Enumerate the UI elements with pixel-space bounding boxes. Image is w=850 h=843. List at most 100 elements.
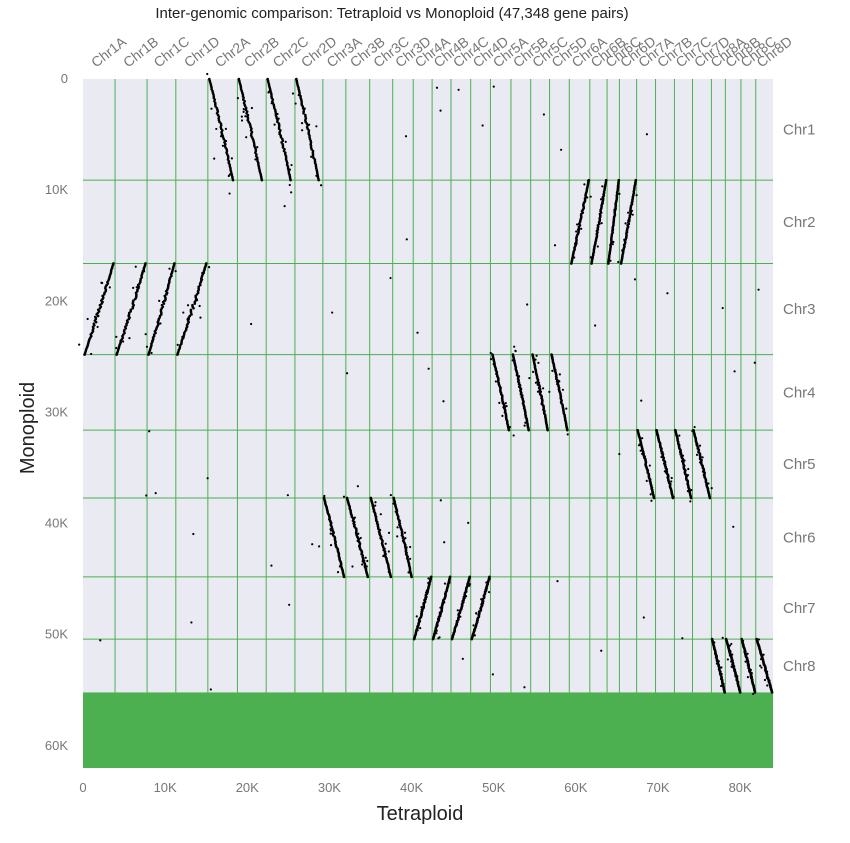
gene-pair-point — [618, 192, 621, 195]
gene-pair-point — [189, 308, 193, 312]
gene-pair-point — [542, 113, 546, 116]
gene-pair-point — [336, 570, 340, 574]
gene-pair-point — [475, 612, 478, 615]
gene-pair-point — [589, 256, 592, 259]
gene-pair-point — [387, 531, 391, 534]
gene-pair-point — [639, 442, 642, 445]
gene-pair-point — [108, 286, 111, 289]
gene-pair-point — [303, 107, 306, 110]
y-chromosome-label: Chr5 — [783, 456, 816, 473]
gene-pair-point — [492, 85, 495, 88]
gene-pair-point — [168, 267, 171, 270]
gene-pair-point — [442, 601, 445, 605]
gene-pair-point — [467, 521, 470, 524]
gene-pair-point — [556, 580, 559, 583]
gene-pair-point — [553, 244, 557, 247]
gene-pair-point — [534, 381, 538, 384]
gene-pair-point — [645, 479, 648, 482]
gene-pair-point — [760, 666, 763, 669]
gene-pair-point — [723, 691, 726, 694]
gene-pair-point — [461, 657, 464, 660]
gene-pair-point — [218, 120, 221, 124]
gene-pair-point — [236, 97, 239, 100]
gene-pair-point — [288, 183, 291, 187]
gene-pair-point — [382, 554, 385, 558]
gene-pair-point — [746, 676, 750, 679]
gene-pair-point — [366, 559, 369, 563]
gene-pair-point — [396, 526, 399, 529]
gene-pair-point — [580, 227, 583, 230]
gene-pair-point — [634, 178, 638, 182]
gene-pair-point — [514, 350, 517, 353]
gene-pair-point — [330, 521, 333, 524]
gene-pair-point — [617, 260, 620, 264]
gene-pair-point — [639, 449, 642, 452]
gene-pair-point — [759, 658, 763, 661]
gene-pair-point — [757, 288, 760, 291]
plot-panel — [83, 79, 773, 768]
gene-pair-point — [342, 495, 346, 498]
gene-pair-point — [710, 487, 713, 490]
gene-pair-point — [364, 556, 367, 559]
gene-pair-point — [115, 346, 118, 350]
gene-pair-point — [745, 658, 749, 661]
gene-pair-point — [165, 292, 168, 296]
gene-pair-point — [207, 266, 211, 269]
gene-pair-point — [230, 157, 234, 160]
gene-pair-point — [488, 575, 491, 579]
gene-pair-point — [192, 532, 195, 536]
gene-pair-point — [686, 490, 690, 493]
gene-pair-point — [551, 356, 554, 359]
gene-pair-point — [128, 337, 131, 340]
gene-pair-point — [770, 691, 774, 694]
gene-pair-point — [721, 306, 724, 310]
gene-pair-point — [466, 582, 469, 585]
gene-pair-point — [681, 637, 684, 640]
gene-pair-point — [435, 632, 438, 635]
gene-pair-point — [186, 304, 190, 307]
y-tick-label: 20K — [45, 293, 68, 308]
gene-pair-point — [546, 428, 549, 432]
gene-pair-point — [135, 286, 138, 289]
y-tick-label: 60K — [45, 738, 68, 753]
gene-pair-point — [404, 135, 408, 138]
gene-pair-point — [374, 501, 377, 504]
gene-pair-point — [210, 107, 213, 110]
gene-pair-point — [101, 294, 104, 298]
gene-pair-point — [611, 228, 614, 232]
gene-pair-point — [669, 482, 672, 485]
gene-pair-point — [689, 500, 692, 503]
x-tick-label: 60K — [564, 780, 587, 795]
gene-pair-point — [609, 259, 612, 262]
gene-pair-point — [555, 378, 559, 382]
gene-pair-point — [286, 494, 289, 497]
gene-pair-point — [329, 544, 333, 547]
gene-pair-point — [601, 196, 604, 199]
y-tick-label: 30K — [45, 404, 68, 419]
gene-pair-point — [707, 482, 710, 485]
gene-pair-point — [260, 178, 264, 182]
gene-pair-point — [577, 228, 581, 231]
gene-pair-point — [599, 210, 602, 214]
gene-pair-point — [681, 454, 685, 457]
gene-pair-point — [289, 178, 292, 182]
gene-pair-point — [240, 115, 243, 118]
gene-pair-point — [468, 583, 471, 586]
gene-pair-point — [345, 372, 349, 375]
gene-pair-point — [690, 488, 693, 492]
gene-pair-point — [242, 108, 245, 111]
gene-pair-point — [174, 269, 177, 273]
x-axis-title: Tetraploid — [377, 803, 464, 825]
gene-pair-point — [656, 433, 659, 436]
gene-pair-point — [284, 140, 287, 143]
gene-pair-point — [443, 541, 446, 544]
gene-pair-point — [733, 370, 736, 373]
gene-pair-point — [336, 548, 340, 552]
gene-pair-point — [513, 345, 516, 348]
gene-pair-point — [492, 362, 495, 366]
gene-pair-point — [134, 265, 137, 268]
gene-pair-point — [294, 102, 297, 105]
gene-pair-point — [416, 629, 419, 632]
gene-pair-point — [438, 636, 441, 639]
gene-pair-point — [595, 229, 598, 232]
